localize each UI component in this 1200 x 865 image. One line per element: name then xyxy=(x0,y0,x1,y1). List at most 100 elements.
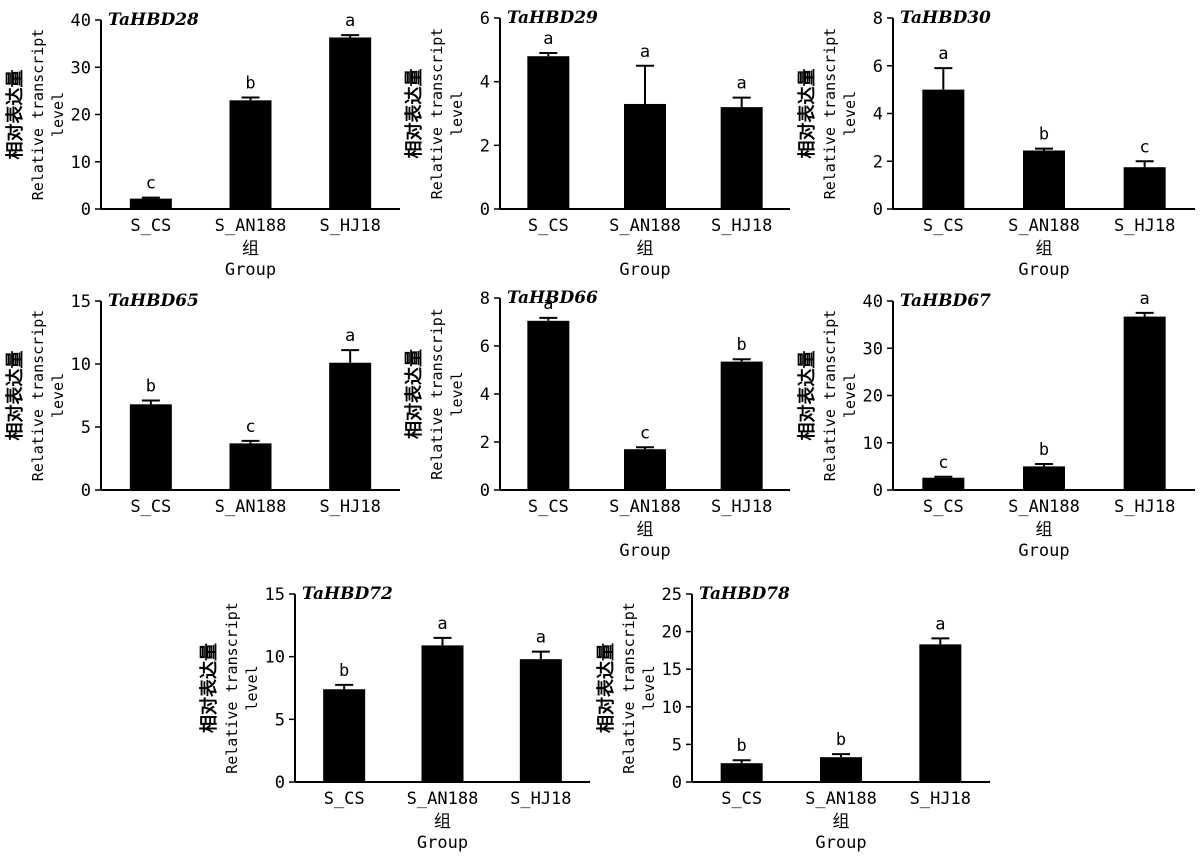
chart-title: TaHBD29 xyxy=(507,8,598,28)
chart-title: TaHBD66 xyxy=(507,288,598,308)
x-tick-label: S_CS xyxy=(130,497,171,517)
bar-s-an188 xyxy=(229,100,272,209)
y-tick-label: 15 xyxy=(71,292,91,312)
y-tick-label: 0 xyxy=(81,481,91,501)
bar-s-cs xyxy=(922,89,965,209)
y-axis-label: Relative transcript xyxy=(821,310,839,482)
y-tick-label: 40 xyxy=(71,11,91,31)
significance-letter: a xyxy=(935,614,945,634)
y-axis-label-line2: level xyxy=(841,373,859,418)
y-tick-label: 10 xyxy=(71,153,91,173)
x-axis-label-cn: 组 xyxy=(1036,520,1053,540)
y-axis-label-cn: 相对表达量 xyxy=(595,643,617,733)
significance-letter: a xyxy=(1140,289,1150,309)
y-tick-label: 10 xyxy=(662,698,682,718)
y-tick-label: 10 xyxy=(863,434,883,454)
significance-letter: a xyxy=(437,614,447,634)
y-tick-label: 8 xyxy=(873,9,883,29)
significance-letter: a xyxy=(938,44,948,64)
y-axis-label-line2: level xyxy=(841,91,859,136)
y-tick-label: 0 xyxy=(275,773,285,793)
y-tick-label: 0 xyxy=(873,200,883,220)
x-tick-label: S_HJ18 xyxy=(1114,497,1175,517)
y-tick-label: 30 xyxy=(863,339,883,359)
significance-letter: c xyxy=(1140,137,1150,157)
x-tick-label: S_HJ18 xyxy=(711,497,772,517)
y-tick-label: 20 xyxy=(71,106,91,126)
x-axis-label: Group xyxy=(417,833,468,853)
y-axis-label: Relative transcript xyxy=(29,29,47,201)
x-tick-label: S_AN188 xyxy=(1008,216,1080,236)
y-tick-label: 10 xyxy=(265,648,285,668)
bar-s-an188 xyxy=(624,103,666,209)
y-tick-label: 4 xyxy=(480,73,490,93)
x-tick-label: S_AN188 xyxy=(215,497,287,517)
y-axis-label-cn: 相对表达量 xyxy=(4,70,26,160)
significance-letter: c xyxy=(938,453,948,473)
x-axis-label: Group xyxy=(1018,260,1069,280)
chart-title: TaHBD65 xyxy=(108,291,199,311)
y-tick-label: 5 xyxy=(81,418,91,438)
x-tick-label: S_AN188 xyxy=(609,216,681,236)
chart-title: TaHBD72 xyxy=(302,584,393,604)
y-tick-label: 2 xyxy=(480,136,490,156)
x-axis-label: Group xyxy=(619,260,670,280)
y-tick-label: 0 xyxy=(480,481,490,501)
x-axis-label-cn: 组 xyxy=(833,812,850,832)
significance-letter: a xyxy=(345,11,355,31)
significance-letter: a xyxy=(737,74,747,94)
y-tick-label: 6 xyxy=(480,337,490,357)
y-tick-label: 20 xyxy=(662,623,682,643)
significance-letter: b xyxy=(339,661,349,681)
bar-s-hj18 xyxy=(1123,316,1166,490)
y-axis-label-line2: level xyxy=(49,373,67,418)
x-tick-label: S_HJ18 xyxy=(319,216,380,236)
x-tick-label: S_CS xyxy=(923,497,964,517)
significance-letter: b xyxy=(836,730,846,750)
y-axis-label-line2: level xyxy=(243,665,261,710)
significance-letter: c xyxy=(640,423,650,443)
bar-s-cs xyxy=(129,404,172,490)
y-tick-label: 2 xyxy=(873,152,883,172)
significance-letter: b xyxy=(737,736,747,756)
bar-s-hj18 xyxy=(919,644,962,782)
bar-s-hj18 xyxy=(329,37,372,209)
bar-s-hj18 xyxy=(329,362,372,490)
significance-letter: b xyxy=(1039,440,1049,460)
chart-panel-tahbd78: 0 5 10 15 20 25 TaHBD78 b S_CS b S_AN188 a S_HJ18 组Gr… xyxy=(595,584,990,853)
bar-s-cs xyxy=(922,477,965,490)
x-tick-label: S_AN188 xyxy=(1008,497,1080,517)
x-tick-label: S_AN188 xyxy=(215,216,287,236)
y-tick-label: 8 xyxy=(480,289,490,309)
y-tick-label: 15 xyxy=(662,660,682,680)
x-tick-label: S_CS xyxy=(324,789,365,809)
x-tick-label: S_HJ18 xyxy=(1114,216,1175,236)
x-axis-label: Group xyxy=(225,260,276,280)
y-axis-label-cn: 相对表达量 xyxy=(796,69,818,159)
bar-s-an188 xyxy=(820,757,862,782)
bar-s-cs xyxy=(129,198,172,209)
y-axis-label: Relative transcript xyxy=(821,28,839,200)
y-tick-label: 40 xyxy=(863,292,883,312)
bar-s-hj18 xyxy=(519,659,562,782)
significance-letter: b xyxy=(1039,125,1049,145)
y-axis-label-line2: level xyxy=(448,91,466,136)
y-tick-label: 10 xyxy=(71,355,91,375)
x-tick-label: S_CS xyxy=(528,216,569,236)
y-axis-label-cn: 相对表达量 xyxy=(198,643,220,733)
y-axis-label-line2: level xyxy=(448,371,466,416)
y-tick-label: 15 xyxy=(265,585,285,605)
significance-letter: a xyxy=(543,294,553,314)
x-axis-label-cn: 组 xyxy=(637,239,654,259)
x-axis-label: Group xyxy=(619,541,670,561)
y-tick-label: 0 xyxy=(81,200,91,220)
chart-title: TaHBD67 xyxy=(900,291,991,311)
chart-title: TaHBD78 xyxy=(699,584,790,604)
y-tick-label: 5 xyxy=(672,735,682,755)
y-tick-label: 6 xyxy=(873,57,883,77)
